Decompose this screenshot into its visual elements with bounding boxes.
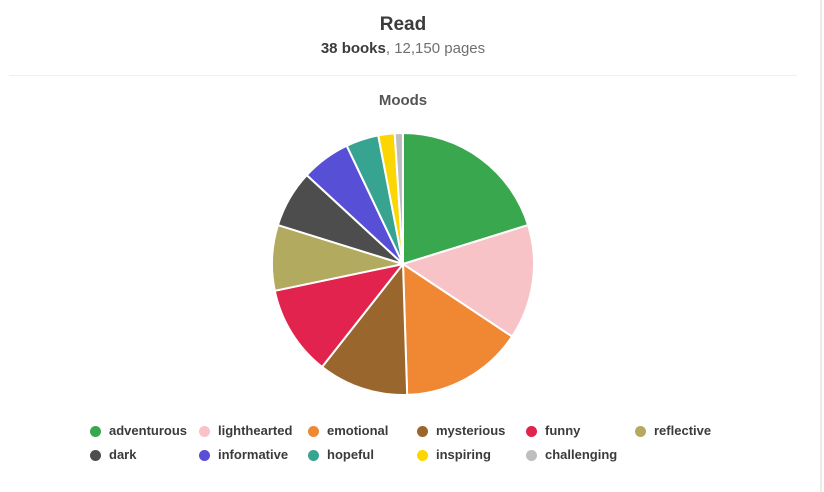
pie-slice-challenging[interactable]	[393, 131, 404, 265]
page-title: Read	[379, 14, 427, 35]
legend-item-challenging[interactable]: challenging	[526, 445, 635, 465]
panel-right-border	[820, 0, 822, 492]
legend-item-lighthearted[interactable]: lighthearted	[199, 421, 308, 441]
legend-item-funny[interactable]: funny	[526, 421, 635, 441]
moods-pie-svg	[271, 131, 535, 396]
pie-slice-lighthearted[interactable]	[402, 224, 535, 338]
legend-label: emotional	[327, 423, 389, 438]
legend-dot-icon	[90, 449, 101, 461]
legend-item-inspiring[interactable]: inspiring	[417, 445, 526, 465]
chart-title: Moods	[378, 92, 428, 109]
legend-dot-icon	[199, 449, 210, 461]
legend-label: inspiring	[436, 447, 491, 462]
pie-slice-funny[interactable]	[273, 263, 404, 368]
pie-slice-adventurous[interactable]	[402, 132, 530, 265]
moods-pie-chart	[269, 130, 537, 398]
legend-item-adventurous[interactable]: adventurous	[90, 421, 199, 441]
legend-label: funny	[545, 423, 581, 438]
legend-label: hopeful	[327, 447, 374, 462]
legend-dot-icon	[635, 425, 646, 437]
legend-item-informative[interactable]: informative	[199, 445, 308, 465]
books-count: 38 books	[320, 40, 386, 57]
stats-summary: 38 books, 12,150 pages	[0, 38, 806, 60]
legend-item-emotional[interactable]: emotional	[308, 421, 417, 441]
legend-item-mysterious[interactable]: mysterious	[417, 421, 526, 441]
legend-label: adventurous	[109, 423, 188, 438]
legend-item-hopeful[interactable]: hopeful	[308, 445, 417, 465]
pages-count: , 12,150 pages	[385, 40, 486, 57]
legend-dot-icon	[417, 449, 428, 461]
legend-item-dark[interactable]: dark	[90, 445, 199, 465]
legend-dot-icon	[526, 425, 537, 437]
moods-legend: adventurous lighthearted emotional mysterio…	[90, 421, 744, 465]
legend-dot-icon	[308, 425, 319, 437]
legend-item-reflective[interactable]: reflective	[635, 421, 744, 441]
stats-header: Read 38 books, 12,150 pages	[0, 12, 806, 60]
pie-slice-mysterious[interactable]	[321, 263, 409, 396]
legend-label: challenging	[545, 447, 618, 462]
legend-dot-icon	[526, 449, 537, 461]
legend-label: dark	[109, 447, 137, 462]
section-divider	[9, 75, 797, 76]
legend-dot-icon	[417, 425, 428, 437]
legend-label: reflective	[654, 423, 712, 438]
legend-label: informative	[218, 447, 289, 462]
pie-slice-emotional[interactable]	[402, 263, 514, 396]
legend-label: lighthearted	[218, 423, 293, 438]
legend-dot-icon	[90, 425, 101, 437]
legend-dot-icon	[199, 425, 210, 437]
legend-label: mysterious	[436, 423, 506, 438]
legend-dot-icon	[308, 449, 319, 461]
